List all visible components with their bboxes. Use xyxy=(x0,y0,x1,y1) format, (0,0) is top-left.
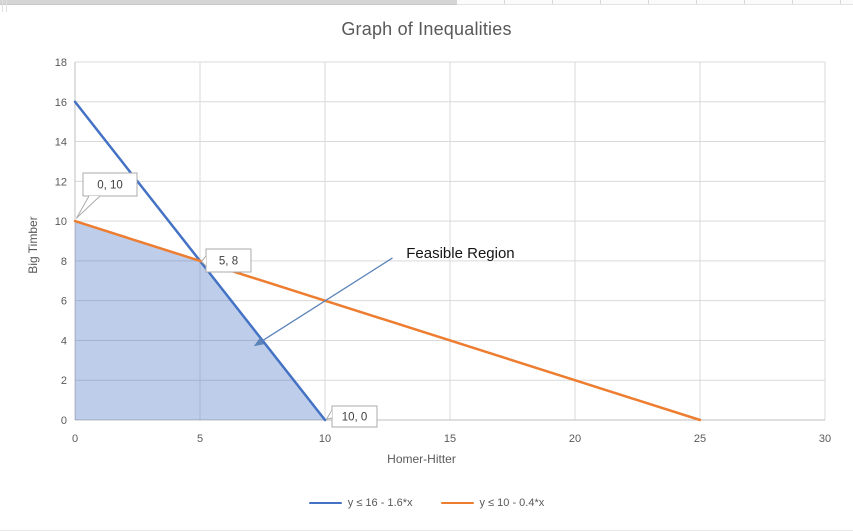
feasible-region-arrow xyxy=(253,257,393,347)
y-tick-label: 14 xyxy=(55,137,67,149)
x-axis-title: Homer-Hitter xyxy=(387,452,456,466)
series-line-1 xyxy=(73,219,702,422)
legend-line-swatch xyxy=(440,501,474,505)
callout-pointer xyxy=(326,409,333,420)
y-tick-label: 16 xyxy=(55,97,67,109)
x-tick-label: 25 xyxy=(694,433,706,445)
legend-item-1: y ≤ 10 - 0.4*x xyxy=(440,497,545,509)
legend-line-swatch xyxy=(308,501,342,505)
spreadsheet-cell-border xyxy=(2,0,3,12)
x-tick-label: 0 xyxy=(72,433,78,445)
y-tick-label: 12 xyxy=(55,176,67,188)
callout-pointer xyxy=(201,255,207,267)
y-tick-label: 0 xyxy=(61,415,67,427)
spreadsheet-edge-strip xyxy=(0,0,853,12)
chart-legend: y ≤ 16 - 1.6*x y ≤ 10 - 0.4*x xyxy=(0,494,853,512)
y-tick-label: 10 xyxy=(55,216,67,228)
legend-label: y ≤ 10 - 0.4*x xyxy=(479,497,545,509)
callout-box xyxy=(82,172,138,197)
x-tick-label: 10 xyxy=(319,433,331,445)
feasible-region-label: Feasible Region xyxy=(406,245,514,262)
callout-label: 10, 0 xyxy=(342,412,368,424)
y-tick-label: 8 xyxy=(61,256,67,268)
y-axis-title: Big Timber xyxy=(26,216,40,274)
y-tick-label: 4 xyxy=(61,335,67,347)
x-tick-label: 20 xyxy=(569,433,581,445)
callout-label: 0, 10 xyxy=(97,180,123,192)
chart-title: Graph of Inequalities xyxy=(341,19,512,39)
feasible-region-fill xyxy=(75,221,325,420)
legend-item-0: y ≤ 16 - 1.6*x xyxy=(308,497,413,509)
spreadsheet-gridline-remnant xyxy=(457,0,853,5)
y-tick-label: 6 xyxy=(61,296,67,308)
y-tick-label: 18 xyxy=(55,57,67,69)
callout-pointer xyxy=(76,195,101,219)
x-tick-label: 15 xyxy=(444,433,456,445)
legend-label: y ≤ 16 - 1.6*x xyxy=(347,497,413,509)
callout-label: 5, 8 xyxy=(219,256,238,268)
y-tick-label: 2 xyxy=(61,375,67,387)
spreadsheet-cell-border xyxy=(6,0,7,12)
x-tick-label: 30 xyxy=(819,433,831,445)
x-tick-label: 5 xyxy=(197,433,203,445)
spreadsheet-row-remnant xyxy=(0,0,457,5)
